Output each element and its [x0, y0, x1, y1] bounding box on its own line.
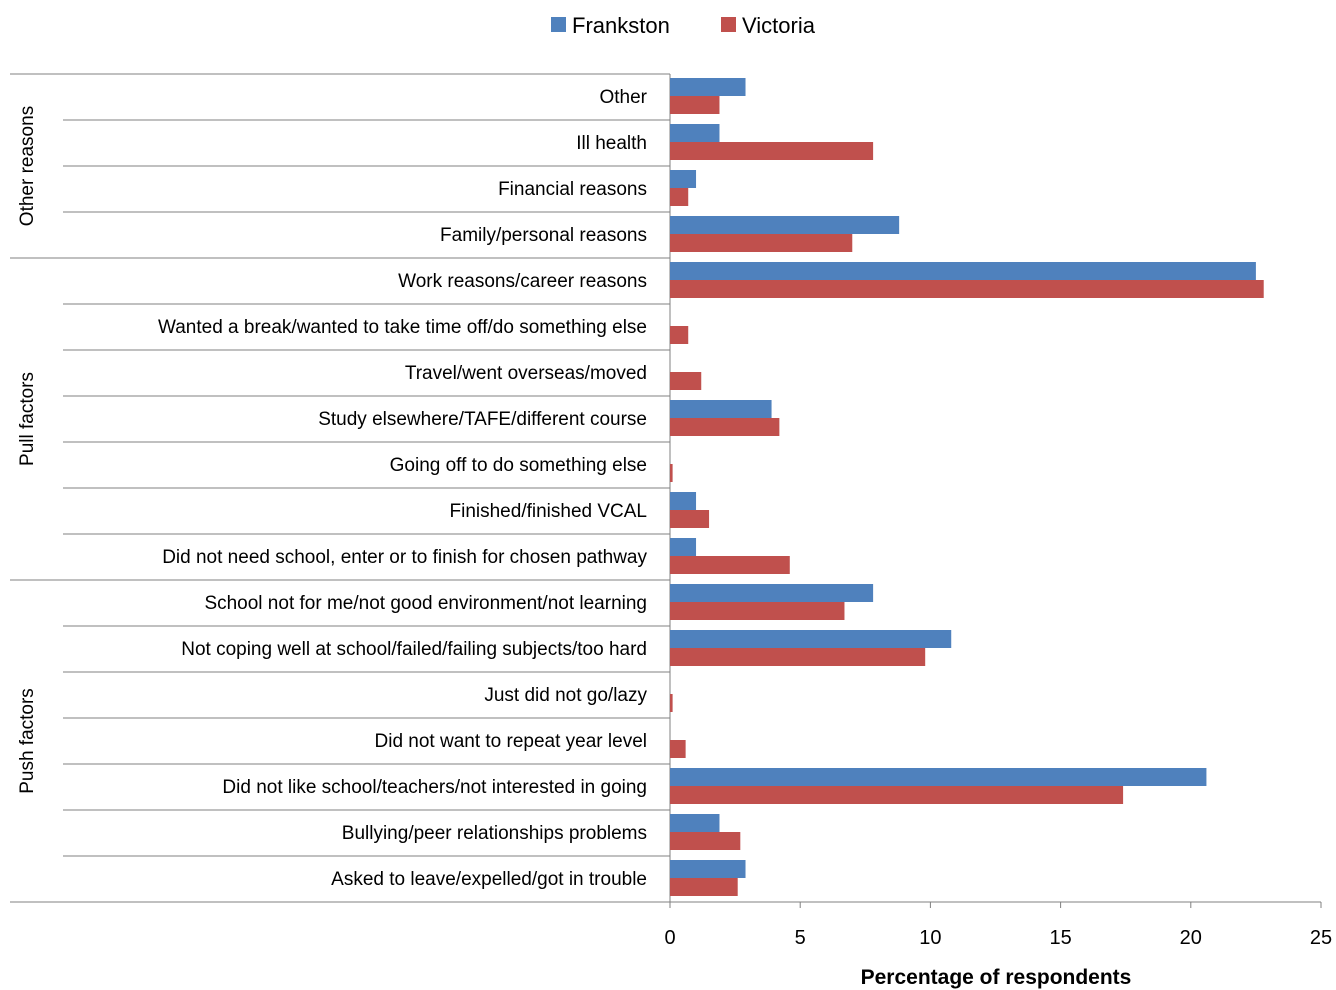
- bars: [670, 78, 1264, 896]
- category-label-family-personal-reasons: Family/personal reasons: [440, 225, 647, 246]
- group-labels: Other reasons Pull factors Push factors: [17, 106, 38, 794]
- bar-victoria-asked-to-leave-expelled-got-in-trouble: [670, 878, 738, 896]
- legend-label-frankston: Frankston: [572, 13, 670, 38]
- bar-victoria-school-not-for-me-not-good-environment-not-learning: [670, 602, 845, 620]
- category-label-did-not-need-school-enter-or-to-finish-for-chosen-pathway: Did not need school, enter or to finish …: [162, 547, 647, 568]
- legend-label-victoria: Victoria: [742, 13, 816, 38]
- bar-victoria-just-did-not-go-lazy: [670, 694, 673, 712]
- x-axis-title: Percentage of respondents: [861, 966, 1132, 989]
- bar-victoria-not-coping-well-at-school-failed-failing-subjects-too-hard: [670, 648, 926, 666]
- category-label-just-did-not-go-lazy: Just did not go/lazy: [484, 685, 647, 706]
- x-axis: 0 5 10 15 20 25: [10, 901, 1332, 949]
- bar-victoria-ill-health: [670, 142, 874, 160]
- group-label-pull-factors: Pull factors: [17, 372, 38, 466]
- bar-victoria-bullying-peer-relationships-problems: [670, 832, 741, 850]
- category-label-travel-went-overseas-moved: Travel/went overseas/moved: [405, 363, 647, 384]
- x-tick-label: 5: [795, 927, 806, 949]
- legend-swatch-frankston: [551, 17, 566, 32]
- x-tick-label: 15: [1049, 927, 1071, 949]
- legend-swatch-victoria: [721, 17, 736, 32]
- x-tick-label: 25: [1310, 927, 1332, 949]
- category-label-school-not-for-me-not-good-environment-not-learning: School not for me/not good environment/n…: [204, 593, 647, 614]
- x-tick-label: 10: [919, 927, 941, 949]
- category-label-not-coping-well-at-school-failed-failing-subjects-too-hard: Not coping well at school/failed/failing…: [181, 639, 647, 660]
- bar-victoria-wanted-a-break-wanted-to-take-time-off-do-something-else: [670, 326, 689, 344]
- bar-frankston-work-reasons-career-reasons: [670, 262, 1256, 280]
- category-table: [10, 73, 671, 903]
- bar-victoria-going-off-to-do-something-else: [670, 464, 673, 482]
- category-label-asked-to-leave-expelled-got-in-trouble: Asked to leave/expelled/got in trouble: [331, 869, 647, 890]
- bar-frankston-did-not-need-school-enter-or-to-finish-for-chosen-pathway: [670, 538, 697, 556]
- bar-victoria-financial-reasons: [670, 188, 689, 206]
- x-tick-label: 20: [1180, 927, 1202, 949]
- bar-victoria-family-personal-reasons: [670, 234, 853, 252]
- bar-frankston-financial-reasons: [670, 170, 697, 188]
- category-label-work-reasons-career-reasons: Work reasons/career reasons: [398, 271, 647, 292]
- category-label-wanted-a-break-wanted-to-take-time-off-do-something-else: Wanted a break/wanted to take time off/d…: [158, 317, 647, 338]
- group-label-other-reasons: Other reasons: [17, 106, 38, 226]
- bar-frankston-other: [670, 78, 746, 96]
- bar-victoria-travel-went-overseas-moved: [670, 372, 702, 390]
- category-labels: Other Ill health Financial reasons Family/p…: [158, 87, 648, 890]
- bar-frankston-study-elsewhere-tafe-different-course: [670, 400, 772, 418]
- bar-victoria-did-not-need-school-enter-or-to-finish-for-chosen-pathway: [670, 556, 790, 574]
- bar-frankston-did-not-like-school-teachers-not-interested-in-going: [670, 768, 1207, 786]
- bar-frankston-bullying-peer-relationships-problems: [670, 814, 720, 832]
- bar-frankston-family-personal-reasons: [670, 216, 900, 234]
- category-label-bullying-peer-relationships-problems: Bullying/peer relationships problems: [342, 823, 647, 844]
- category-label-going-off-to-do-something-else: Going off to do something else: [390, 455, 647, 476]
- bar-frankston-school-not-for-me-not-good-environment-not-learning: [670, 584, 874, 602]
- bar-frankston-finished-finished-vcal: [670, 492, 697, 510]
- bar-frankston-asked-to-leave-expelled-got-in-trouble: [670, 860, 746, 878]
- category-label-finished-finished-vcal: Finished/finished VCAL: [450, 501, 648, 522]
- bar-victoria-finished-finished-vcal: [670, 510, 710, 528]
- bar-frankston-not-coping-well-at-school-failed-failing-subjects-too-hard: [670, 630, 952, 648]
- legend: Frankston Victoria: [551, 13, 816, 38]
- bar-victoria-did-not-like-school-teachers-not-interested-in-going: [670, 786, 1124, 804]
- bar-victoria-other: [670, 96, 720, 114]
- category-label-study-elsewhere-tafe-different-course: Study elsewhere/TAFE/different course: [318, 409, 647, 430]
- category-label-ill-health: Ill health: [576, 133, 647, 154]
- bar-victoria-study-elsewhere-tafe-different-course: [670, 418, 780, 436]
- bar-victoria-did-not-want-to-repeat-year-level: [670, 740, 686, 758]
- category-label-did-not-like-school-teachers-not-interested-in-going: Did not like school/teachers/not interes…: [222, 777, 647, 798]
- x-tick-label: 0: [664, 927, 675, 949]
- category-label-financial-reasons: Financial reasons: [498, 179, 647, 200]
- category-label-did-not-want-to-repeat-year-level: Did not want to repeat year level: [375, 731, 648, 752]
- bar-frankston-ill-health: [670, 124, 720, 142]
- bar-victoria-work-reasons-career-reasons: [670, 280, 1264, 298]
- category-label-other: Other: [599, 87, 647, 108]
- group-label-push-factors: Push factors: [17, 688, 38, 794]
